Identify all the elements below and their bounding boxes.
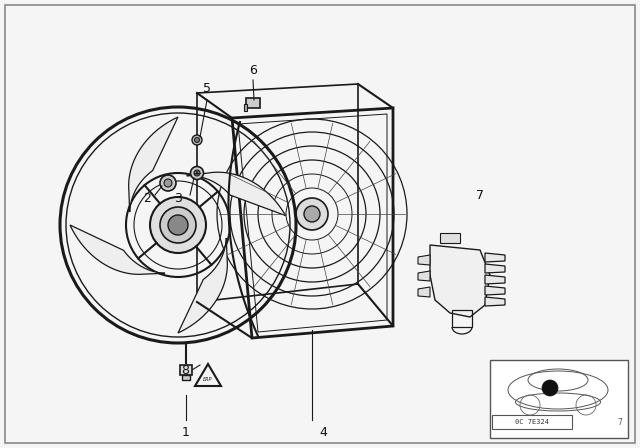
Circle shape	[195, 138, 200, 142]
Polygon shape	[129, 117, 178, 212]
Polygon shape	[418, 271, 430, 281]
Text: 6: 6	[249, 64, 257, 77]
Polygon shape	[485, 264, 505, 273]
Text: 4: 4	[319, 426, 327, 439]
Text: 7: 7	[618, 418, 623, 426]
Circle shape	[194, 170, 200, 176]
Text: 7: 7	[476, 189, 484, 202]
Polygon shape	[418, 255, 430, 265]
Polygon shape	[485, 275, 505, 284]
Circle shape	[192, 135, 202, 145]
Circle shape	[160, 207, 196, 243]
Circle shape	[542, 380, 558, 396]
Circle shape	[191, 167, 204, 180]
Bar	[244, 104, 247, 111]
Polygon shape	[485, 253, 505, 262]
Text: 3: 3	[174, 191, 182, 204]
Circle shape	[150, 197, 206, 253]
Bar	[246, 98, 260, 108]
Bar	[440, 233, 460, 243]
Polygon shape	[187, 172, 285, 215]
Circle shape	[304, 206, 320, 222]
Polygon shape	[178, 238, 227, 333]
Circle shape	[168, 215, 188, 235]
Bar	[182, 375, 190, 380]
Polygon shape	[70, 225, 165, 274]
Circle shape	[160, 175, 176, 191]
Bar	[490, 360, 628, 438]
Text: 8: 8	[181, 363, 189, 376]
Polygon shape	[430, 245, 490, 317]
Polygon shape	[485, 297, 505, 306]
Bar	[492, 415, 572, 429]
Circle shape	[164, 179, 172, 187]
Polygon shape	[418, 287, 430, 297]
Polygon shape	[485, 286, 505, 295]
Text: 1: 1	[182, 426, 190, 439]
Text: 0C 7E324: 0C 7E324	[515, 419, 549, 425]
Text: 5: 5	[203, 82, 211, 95]
Text: ERP: ERP	[204, 376, 212, 382]
Bar	[180, 365, 192, 375]
Text: 2: 2	[143, 191, 151, 204]
Circle shape	[296, 198, 328, 230]
